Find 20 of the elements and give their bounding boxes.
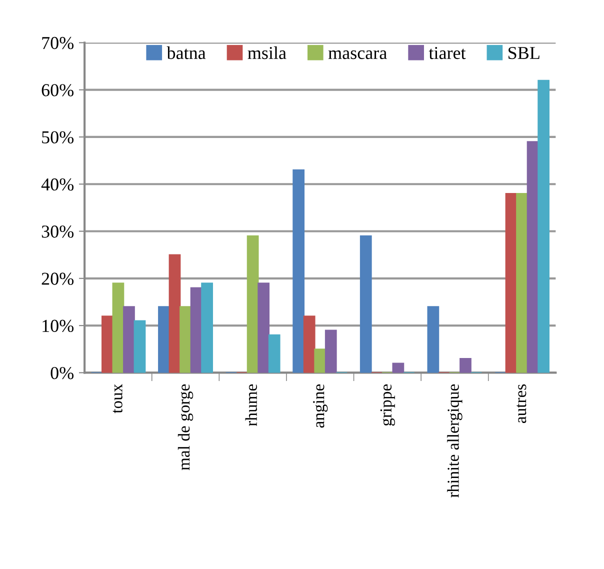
legend-label: batna — [166, 46, 206, 60]
y-tick-label: 50% — [42, 131, 74, 144]
x-tick-label: rhinite allergique — [447, 384, 462, 498]
y-tick-label: 0% — [50, 366, 74, 380]
legend-label: tiaret — [428, 46, 466, 60]
y-tick-label: 70% — [42, 36, 74, 50]
x-tick-label: angine — [313, 384, 328, 428]
x-tick-label: autres — [516, 384, 526, 424]
y-tick-label: 10% — [42, 320, 74, 332]
y-tick-label: 60% — [42, 84, 74, 96]
y-tick-label: 20% — [42, 272, 74, 285]
legend-label: msila — [248, 46, 286, 60]
x-tick-label: toux — [112, 384, 122, 414]
x-tick-label: mal de gorge — [178, 384, 194, 470]
y-tick-label: 40% — [41, 178, 74, 191]
legend-label: SBL — [508, 46, 540, 60]
legend-label: mascara — [328, 50, 387, 60]
x-tick-label: grippe — [380, 384, 395, 426]
x-tick-label: rhume — [245, 384, 257, 426]
y-tick-label: 30% — [42, 226, 74, 238]
